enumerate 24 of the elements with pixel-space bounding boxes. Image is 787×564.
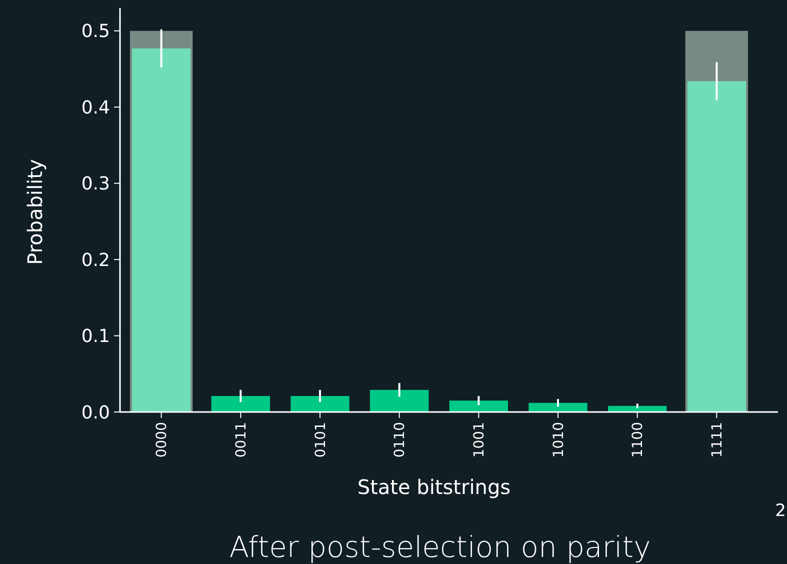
- x-tick-label: 0110: [392, 422, 408, 458]
- bar: [449, 400, 508, 412]
- x-tick-label: 0011: [234, 422, 250, 458]
- bar: [528, 402, 588, 412]
- x-tick-label: 1111: [710, 422, 726, 458]
- bar: [290, 396, 350, 412]
- y-tick-label: 0.4: [81, 97, 110, 118]
- bar: [211, 396, 270, 412]
- y-tick-label: 0.0: [81, 402, 110, 424]
- x-tick-label: 0101: [312, 422, 329, 458]
- y-tick-label: 0.1: [81, 326, 110, 348]
- bar: [687, 81, 746, 412]
- text: 2: [775, 501, 786, 521]
- x-tick-label: 1001: [472, 422, 488, 458]
- y-tick-label: 0.3: [81, 174, 110, 195]
- y-tick-label: 0.2: [81, 250, 110, 271]
- y-tick-label: 0.5: [81, 21, 110, 42]
- bar: [370, 390, 429, 412]
- x-tick-label: 1010: [550, 422, 567, 458]
- text: After post-selection on parity: [229, 530, 651, 564]
- y-axis-title: Probability: [23, 158, 47, 265]
- x-axis-title: State bitstrings: [357, 475, 511, 499]
- x-tick-label: 1100: [630, 422, 646, 458]
- x-tick-label: 0000: [154, 422, 170, 458]
